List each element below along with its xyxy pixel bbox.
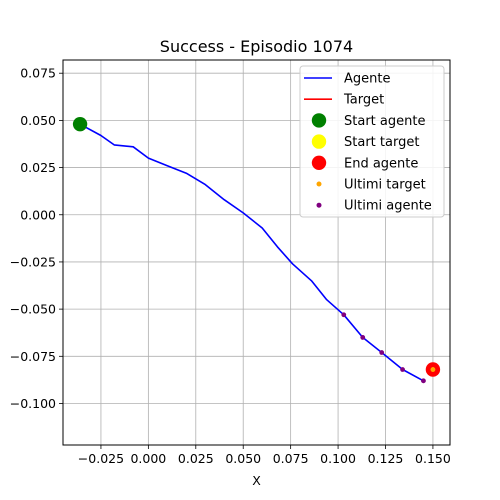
- legend-entry-label: Start target: [344, 135, 419, 150]
- ultimi-agente-point: [379, 350, 384, 355]
- ultimi-agente-point: [341, 312, 346, 317]
- x-tick-label: −0.025: [78, 451, 124, 466]
- x-tick-label: 0.000: [130, 451, 166, 466]
- legend-entry-label: Ultimi target: [344, 178, 426, 193]
- legend: Agente Target Start agente Start target End …: [300, 66, 444, 217]
- x-tick-label: 0.150: [415, 451, 451, 466]
- legend-entry-label: Ultimi agente: [344, 199, 432, 214]
- ultimi-agente-point: [400, 367, 405, 372]
- legend-dot-marker: [312, 156, 326, 170]
- legend-entry-label: Target: [343, 93, 384, 108]
- y-tick-label: 0.000: [20, 207, 56, 222]
- legend-dot-marker: [312, 113, 326, 127]
- y-tick-label: −0.050: [10, 302, 56, 317]
- x-tick-label: 0.075: [273, 451, 309, 466]
- legend-entry-label: Agente: [344, 72, 390, 87]
- y-tick-label: 0.050: [20, 113, 56, 128]
- ultimi-agente-point: [360, 335, 365, 340]
- y-tick-label: 0.025: [20, 160, 56, 175]
- legend-entry-label: Start agente: [344, 114, 425, 129]
- legend-entry-label: End agente: [344, 156, 418, 171]
- start-agente-point: [73, 117, 87, 131]
- y-tick-label: −0.100: [10, 396, 56, 411]
- x-tick-label: 0.050: [225, 451, 261, 466]
- chart-title: Success - Episodio 1074: [160, 37, 353, 56]
- y-tick-label: −0.025: [10, 254, 56, 269]
- x-tick-label: 0.025: [178, 451, 214, 466]
- x-axis-label: X: [252, 473, 261, 488]
- y-tick-label: −0.075: [10, 349, 56, 364]
- legend-dot-marker: [317, 203, 322, 208]
- ultimi-agente-point: [421, 378, 426, 383]
- y-tick-label: 0.075: [20, 66, 56, 81]
- x-tick-label: 0.125: [368, 451, 404, 466]
- x-tick-label: 0.100: [320, 451, 356, 466]
- legend-dot-marker: [317, 182, 322, 187]
- ultimi-target-point: [431, 367, 436, 372]
- legend-dot-marker: [312, 134, 326, 148]
